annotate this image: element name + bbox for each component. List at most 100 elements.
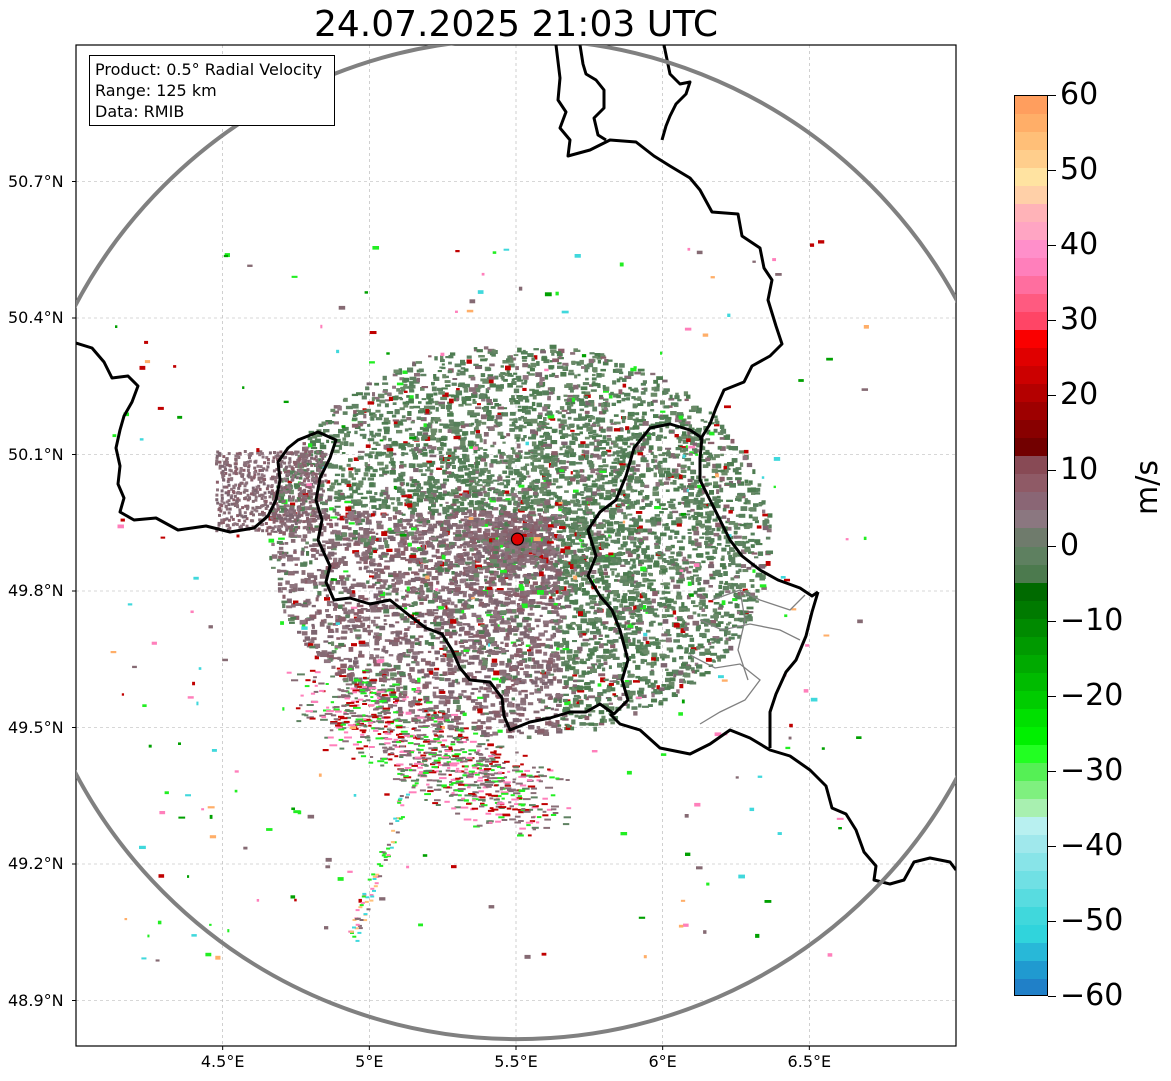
colorbar-bin	[1015, 726, 1047, 746]
colorbar-tick-label: 40	[1060, 227, 1099, 263]
colorbar-bin	[1015, 510, 1047, 530]
colorbar-bin	[1015, 474, 1047, 494]
colorbar-tick-label: 20	[1060, 377, 1099, 413]
axis-ticks	[72, 181, 810, 1050]
colorbar-bin	[1015, 330, 1047, 350]
colorbar-bin	[1015, 420, 1047, 440]
colorbar-bin	[1015, 600, 1047, 620]
colorbar-bin	[1015, 906, 1047, 926]
colorbar-bin	[1015, 132, 1047, 152]
colorbar-bin	[1015, 780, 1047, 800]
colorbar-tick-label: 0	[1060, 527, 1080, 563]
colorbar-bin	[1015, 924, 1047, 944]
radar-site-marker	[510, 532, 525, 546]
colorbar-bin	[1015, 240, 1047, 260]
colorbar-bin	[1015, 798, 1047, 818]
colorbar-bin	[1015, 978, 1047, 995]
latitude-label: 49.8°N	[8, 581, 64, 600]
latitude-label: 50.7°N	[8, 171, 64, 191]
longitude-label: 5°E	[355, 1052, 384, 1071]
colorbar-tick-label: −50	[1060, 902, 1124, 938]
product-info-box: Product: 0.5° Radial Velocity Range: 125…	[89, 55, 335, 126]
colorbar-bin	[1015, 222, 1047, 242]
colorbar-bin	[1015, 96, 1047, 116]
colorbar-bin	[1015, 492, 1047, 512]
latitude-label: 50.1°N	[8, 444, 64, 464]
colorbar-bin	[1015, 528, 1047, 548]
colorbar-bin	[1015, 546, 1047, 566]
colorbar-bin	[1015, 348, 1047, 368]
latitude-label: 49.2°N	[8, 854, 64, 873]
admin-boundaries	[689, 589, 806, 725]
colorbar-tick-label: 10	[1060, 452, 1099, 488]
colorbar-tick	[1048, 470, 1056, 472]
colorbar-bin	[1015, 582, 1047, 602]
range-label: Range: 125 km	[95, 81, 217, 100]
colorbar-tick-label: −20	[1060, 677, 1124, 713]
colorbar-unit-label: m/s	[1130, 460, 1165, 515]
latitude-label: 48.9°N	[8, 990, 64, 1010]
colorbar-tick	[1048, 95, 1056, 96]
colorbar-tick	[1048, 320, 1056, 322]
country-borders	[76, 45, 956, 886]
colorbar-bin	[1015, 438, 1047, 458]
colorbar-tick	[1048, 170, 1056, 172]
colorbar-bin	[1015, 636, 1047, 656]
colorbar-tick	[1048, 545, 1056, 547]
colorbar-tick-label: −30	[1060, 752, 1124, 788]
colorbar-bin	[1015, 960, 1047, 980]
colorbar-tick-label: 30	[1060, 302, 1099, 338]
colorbar-bin	[1015, 762, 1047, 782]
colorbar-bin	[1015, 456, 1047, 476]
map-title: 24.07.2025 21:03 UTC	[313, 4, 719, 45]
radar-echoes	[110, 240, 869, 962]
colorbar-bin	[1015, 366, 1047, 386]
colorbar-tick	[1048, 695, 1056, 697]
colorbar-bin	[1015, 834, 1047, 854]
colorbar-bin	[1015, 168, 1047, 188]
latitude-label: 49.5°N	[8, 717, 64, 737]
latitude-label: 50.4°N	[8, 308, 64, 327]
colorbar-tick	[1048, 845, 1056, 847]
colorbar-tick	[1048, 770, 1056, 772]
colorbar-bin	[1015, 690, 1047, 710]
data-source-label: Data: RMIB	[95, 102, 185, 121]
colorbar-bin	[1015, 294, 1047, 314]
longitude-label: 6°E	[648, 1052, 677, 1071]
colorbar-bin	[1015, 942, 1047, 962]
product-label: Product: 0.5° Radial Velocity	[95, 60, 323, 79]
colorbar	[1014, 95, 1048, 996]
colorbar-bin	[1015, 564, 1047, 584]
colorbar-tick-label: 50	[1060, 152, 1099, 188]
colorbar-tick-label: −60	[1060, 978, 1124, 1013]
colorbar-bin	[1015, 258, 1047, 278]
colorbar-bin	[1015, 186, 1047, 206]
colorbar-tick	[1048, 620, 1056, 622]
colorbar-bin	[1015, 384, 1047, 404]
colorbar-bin	[1015, 618, 1047, 638]
colorbar-bin	[1015, 744, 1047, 764]
colorbar-tick	[1048, 920, 1056, 922]
colorbar-bin	[1015, 312, 1047, 332]
longitude-label: 6.5°E	[787, 1052, 832, 1071]
colorbar-bin	[1015, 402, 1047, 422]
colorbar-bin	[1015, 870, 1047, 890]
colorbar-bin	[1015, 654, 1047, 674]
colorbar-bin	[1015, 672, 1047, 692]
colorbar-bin	[1015, 708, 1047, 728]
colorbar-bin	[1015, 150, 1047, 170]
colorbar-bin	[1015, 114, 1047, 134]
colorbar-bin	[1015, 276, 1047, 296]
colorbar-tick	[1048, 395, 1056, 397]
colorbar-tick-label: 60	[1060, 77, 1099, 112]
colorbar-bin	[1015, 204, 1047, 224]
colorbar-tick-label: −40	[1060, 827, 1124, 863]
colorbar-bin	[1015, 888, 1047, 908]
colorbar-bin	[1015, 816, 1047, 836]
colorbar-tick-label: −10	[1060, 602, 1124, 638]
colorbar-bin	[1015, 852, 1047, 872]
colorbar-tick	[1048, 245, 1056, 247]
range-ring	[76, 45, 956, 1041]
colorbar-tick	[1048, 996, 1056, 997]
